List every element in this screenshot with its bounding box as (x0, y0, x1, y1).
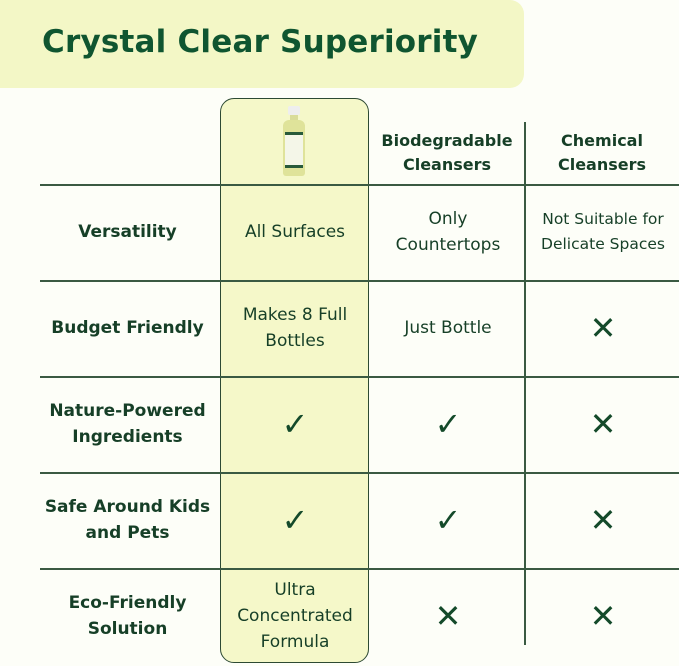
row-divider (40, 280, 679, 282)
cell-value: Makes 8 Full Bottles (242, 305, 348, 351)
product-bottle-image (283, 106, 305, 178)
cell-value: Only Countertops (395, 209, 501, 255)
row-divider (40, 568, 679, 570)
cross-icon: ✕ (589, 501, 617, 539)
row-label: Versatility (78, 222, 177, 242)
check-icon: ✓ (434, 501, 462, 539)
header-chemical: Chemical Cleansers (557, 131, 647, 174)
page-title: Crystal Clear Superiority (42, 24, 479, 60)
row-divider (40, 184, 679, 186)
column-divider (524, 122, 526, 645)
cross-icon: ✕ (589, 405, 617, 443)
row-label: Safe Around Kids and Pets (44, 497, 211, 543)
cell-value: Not Suitable for Delicate Spaces (541, 210, 665, 253)
row-label: Eco-Friendly Solution (68, 593, 187, 639)
title-banner (0, 0, 524, 88)
cell-value: Just Bottle (404, 318, 492, 338)
check-icon: ✓ (281, 501, 309, 539)
row-divider (40, 376, 679, 378)
cell-value: Ultra Concentrated Formula (237, 580, 353, 652)
cell-value: All Surfaces (244, 222, 346, 242)
header-biodegradable: Biodegradable Cleansers (381, 131, 513, 174)
row-label: Nature-Powered Ingredients (49, 401, 206, 447)
check-icon: ✓ (434, 405, 462, 443)
check-icon: ✓ (281, 405, 309, 443)
row-divider (40, 472, 679, 474)
cross-icon: ✕ (434, 597, 462, 635)
cross-icon: ✕ (589, 597, 617, 635)
cross-icon: ✕ (589, 309, 617, 347)
row-label: Budget Friendly (51, 318, 204, 338)
